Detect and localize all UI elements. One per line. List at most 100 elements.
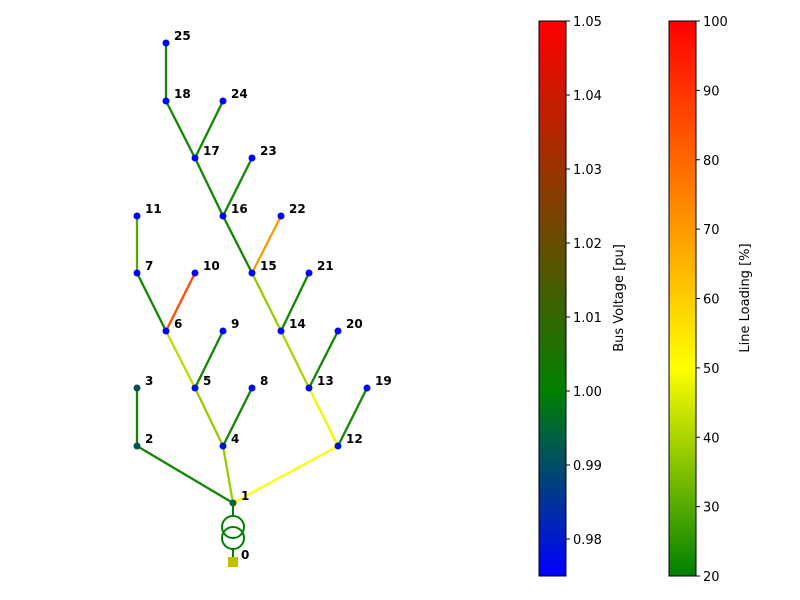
line-13-14 — [279, 330, 311, 389]
voltage-colorbar-title: Bus Voltage [pu] — [612, 244, 627, 352]
bus-label-0: 0 — [241, 548, 249, 562]
voltage-tick-label-1.00: 1.00 — [573, 385, 602, 400]
bus-label-6: 6 — [174, 317, 182, 331]
bus-label-12: 12 — [346, 432, 363, 446]
loading-colorbar-gradient — [668, 20, 697, 577]
loading-tick-label-30: 30 — [703, 501, 720, 516]
voltage-colorbar-gradient — [538, 20, 567, 577]
bus-12 — [334, 442, 342, 450]
bus-label-9: 9 — [231, 317, 239, 331]
line-16-17 — [193, 157, 225, 217]
voltage-tick-label-1.01: 1.01 — [573, 311, 602, 326]
line-4-8 — [221, 387, 254, 447]
line-17-24 — [193, 100, 225, 159]
bus-label-25: 25 — [174, 29, 191, 43]
bus-5 — [191, 384, 199, 392]
bus-8 — [248, 384, 256, 392]
loading-tick-label-80: 80 — [703, 154, 720, 169]
voltage-tick-label-1.05: 1.05 — [573, 15, 602, 30]
loading-colorbar-ticks: 20 30 40 50 60 70 80 90 100 — [696, 15, 728, 585]
bus-label-2: 2 — [145, 432, 153, 446]
bus-label-5: 5 — [203, 374, 211, 388]
bus-21 — [305, 269, 313, 277]
bus-6 — [162, 327, 170, 335]
bus-17 — [191, 154, 199, 162]
bus-24 — [219, 97, 227, 105]
transformer-layer — [221, 503, 245, 567]
loading-colorbar-title: Line Loading [%] — [738, 243, 753, 352]
bus-label-layer: 0123456789101112131415161718192021222324… — [145, 29, 392, 562]
bus-22 — [277, 212, 285, 220]
bus-label-23: 23 — [260, 144, 277, 158]
loading-tick-label-70: 70 — [703, 223, 720, 238]
voltage-tick-label-0.98: 0.98 — [573, 533, 602, 548]
line-1-4 — [221, 445, 235, 504]
ext-grid-marker — [228, 557, 238, 567]
bus-label-10: 10 — [203, 259, 220, 273]
bus-label-24: 24 — [231, 87, 248, 101]
bus-25 — [162, 39, 170, 47]
loading-tick-label-90: 90 — [703, 84, 720, 99]
bus-label-22: 22 — [289, 202, 306, 216]
voltage-colorbar-ticks: 0.98 0.99 1.00 1.01 1.02 1.03 1.04 1.05 — [566, 15, 602, 548]
bus-16 — [219, 212, 227, 220]
bus-23 — [248, 154, 256, 162]
bus-label-15: 15 — [260, 259, 277, 273]
line-16-23 — [221, 157, 254, 217]
bus-20 — [334, 327, 342, 335]
bus-label-18: 18 — [174, 87, 191, 101]
bus-label-17: 17 — [203, 144, 220, 158]
bus-14 — [277, 327, 285, 335]
line-14-21 — [279, 272, 311, 332]
bus-10 — [191, 269, 199, 277]
bus-label-4: 4 — [231, 432, 239, 446]
bus-19 — [363, 384, 371, 392]
bus-9 — [219, 327, 227, 335]
line-6-10 — [164, 272, 197, 332]
bus-label-21: 21 — [317, 259, 334, 273]
line-17-18 — [164, 100, 197, 159]
voltage-tick-label-1.03: 1.03 — [573, 163, 602, 178]
loading-tick-label-20: 20 — [703, 570, 720, 585]
line-1-2 — [136, 445, 234, 504]
line-15-22 — [250, 215, 283, 274]
bus-label-20: 20 — [346, 317, 363, 331]
loading-tick-label-40: 40 — [703, 431, 720, 446]
line-14-15 — [250, 272, 283, 332]
bus-label-3: 3 — [145, 374, 153, 388]
line-4-5 — [193, 387, 225, 447]
bus-label-13: 13 — [317, 374, 334, 388]
bus-label-1: 1 — [241, 489, 249, 503]
bus-15 — [248, 269, 256, 277]
bus-3 — [133, 384, 141, 392]
line-15-16 — [221, 215, 254, 274]
bus-13 — [305, 384, 313, 392]
line-5-6 — [164, 330, 197, 389]
line-13-20 — [307, 330, 340, 389]
line-12-19 — [336, 387, 369, 447]
bus-1 — [229, 499, 237, 507]
bus-4 — [219, 442, 227, 450]
bus-label-7: 7 — [145, 259, 153, 273]
transformer-winding-1 — [221, 515, 245, 539]
voltage-tick-label-0.99: 0.99 — [573, 459, 602, 474]
bus-label-16: 16 — [231, 202, 248, 216]
loading-tick-label-60: 60 — [703, 293, 720, 308]
voltage-tick-label-1.04: 1.04 — [573, 89, 602, 104]
bus-7 — [133, 269, 141, 277]
bus-2 — [133, 442, 141, 450]
loading-colorbar: 20 30 40 50 60 70 80 90 100 Line Loading [%] — [668, 15, 753, 585]
bus-label-19: 19 — [375, 374, 392, 388]
line-1-12 — [232, 444, 339, 505]
loading-tick-label-50: 50 — [703, 362, 720, 377]
bus-label-14: 14 — [289, 317, 306, 331]
line-6-7 — [135, 272, 168, 332]
bus-11 — [133, 212, 141, 220]
line-layer — [135, 43, 369, 505]
line-5-9 — [193, 330, 225, 389]
bus-layer — [133, 39, 371, 507]
voltage-tick-label-1.02: 1.02 — [573, 237, 602, 252]
bus-label-11: 11 — [145, 202, 162, 216]
bus-label-8: 8 — [260, 374, 268, 388]
